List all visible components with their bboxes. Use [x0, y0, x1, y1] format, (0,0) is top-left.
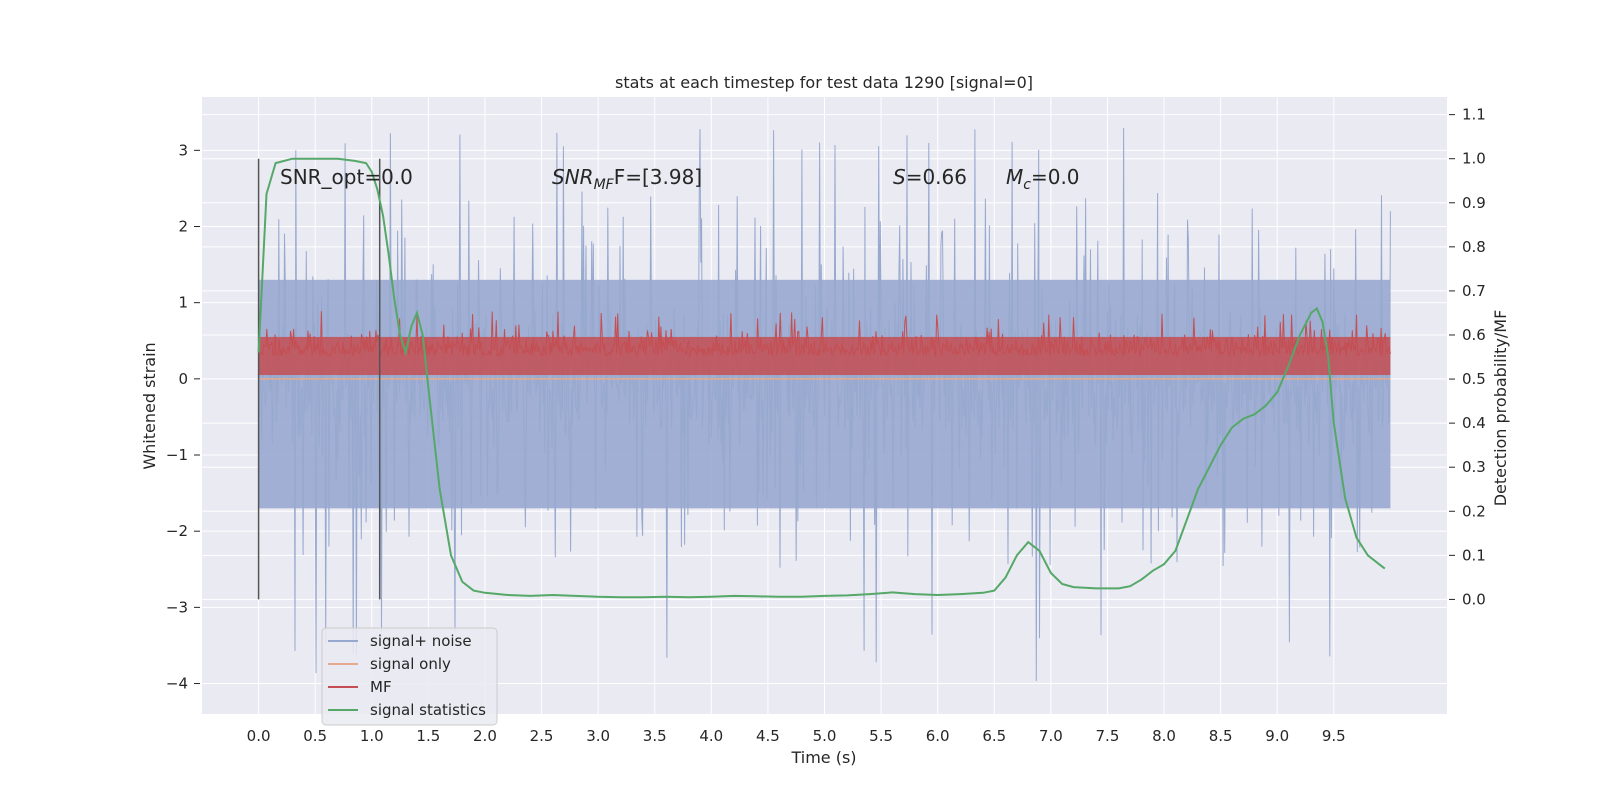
legend: signal+ noise signal only MF signal stat…: [321, 627, 498, 726]
x-tick-labels: 0.0 0.5 1.0 1.5 2.0 2.5 3.0 3.5 4.0 4.5 5.0 5.5 6.0 6…: [247, 727, 1346, 745]
y-right-tick-label: 0.3: [1462, 458, 1486, 476]
x-tick-label: 3.5: [643, 727, 667, 745]
y-right-tick-label: 0.5: [1462, 370, 1486, 388]
legend-label-mf: MF: [370, 678, 392, 696]
mf-series: [258, 311, 1391, 376]
annotation-mc-rest: =0.0: [1031, 165, 1080, 189]
x-tick-label: 9.5: [1322, 727, 1346, 745]
annotation-snr-mf-sub: MF: [594, 177, 615, 193]
x-tick-label: 2.5: [530, 727, 554, 745]
y-right-tick-label: 0.4: [1462, 414, 1486, 432]
x-tick-label: 9.0: [1265, 727, 1289, 745]
annotation-s-symbol: S: [893, 165, 906, 189]
x-tick-label: 7.5: [1096, 727, 1120, 745]
annotation-s: S=0.66: [893, 165, 967, 189]
legend-box: [321, 627, 498, 726]
x-tick-label: 5.5: [869, 727, 893, 745]
vertical-markers: [257, 158, 381, 600]
y-right-tick-label: 0.0: [1462, 590, 1486, 608]
x-tick-label: 1.5: [416, 727, 440, 745]
annotation-mc-symbol: M: [1006, 165, 1023, 189]
y-axis-label: Whitened strain: [140, 342, 159, 469]
annotation-mc: Mc=0.0: [1006, 165, 1080, 193]
annotation-snr-mf-rest: F=[3.98]: [614, 165, 702, 189]
annotation-mc-sub: c: [1023, 177, 1031, 193]
x-tick-label: 7.0: [1039, 727, 1063, 745]
y-right-tick-label: 0.7: [1462, 282, 1486, 300]
y-right-tick-label: 1.0: [1462, 150, 1486, 168]
y-tick-label: −4: [166, 675, 188, 693]
x-tick-label: 2.0: [473, 727, 497, 745]
signal-statistics-series: [257, 157, 1386, 599]
legend-label-signal-statistics: signal statistics: [370, 701, 486, 719]
y-right-tick-label: 1.1: [1462, 106, 1486, 124]
x-tick-label: 5.0: [813, 727, 837, 745]
annotation-s-rest: =0.66: [906, 165, 967, 189]
mf-band: [258, 336, 1391, 376]
x-tick-label: 8.0: [1152, 727, 1176, 745]
x-tick-label: 0.5: [303, 727, 327, 745]
legend-label-signal-only: signal only: [370, 655, 451, 673]
y-right-axis-label: Detection probability/MF: [1491, 310, 1510, 507]
y-tick-labels: 3 2 1 0 −1 −2 −3 −4: [166, 141, 200, 693]
y-right-tick-label: 0.2: [1462, 502, 1486, 520]
annotation-snr-mf-symbol: SNR: [552, 165, 594, 189]
legend-label-signal-noise: signal+ noise: [370, 632, 472, 650]
y-right-tick-label: 0.1: [1462, 546, 1486, 564]
x-tick-label: 6.0: [926, 727, 950, 745]
x-axis-label: Time (s): [790, 748, 856, 767]
annotation-snr-mf: SNRMFF=[3.98]: [552, 165, 702, 193]
y-right-tick-label: 0.9: [1462, 194, 1486, 212]
y-right-tick-label: 0.6: [1462, 326, 1486, 344]
x-tick-label: 8.5: [1209, 727, 1233, 745]
x-tick-label: 1.0: [360, 727, 384, 745]
y-tick-label: −2: [166, 522, 188, 540]
y-right-tick-label: 0.8: [1462, 238, 1486, 256]
x-tick-label: 6.5: [982, 727, 1006, 745]
y-tick-label: −1: [166, 446, 188, 464]
x-tick-label: 4.0: [699, 727, 723, 745]
signal-noise-series: [258, 127, 1391, 682]
y-tick-label: −3: [166, 598, 188, 616]
x-tick-label: 0.0: [247, 727, 271, 745]
signal-noise-line: [258, 127, 1391, 682]
y-tick-label: 2: [178, 217, 188, 235]
chart-title: stats at each timestep for test data 129…: [615, 73, 1033, 92]
y-right-tick-labels: 1.1 1.0 0.9 0.8 0.7 0.6 0.5 0.4 0.3 0.2 0.1 0.0: [1449, 106, 1486, 608]
y-tick-label: 1: [178, 294, 188, 312]
y-tick-label: 3: [178, 141, 188, 159]
mf-line: [258, 311, 1391, 358]
y-tick-label: 0: [178, 370, 188, 388]
x-tick-label: 4.5: [756, 727, 780, 745]
x-tick-label: 3.0: [586, 727, 610, 745]
annotation-snr-opt: SNR_opt=0.0: [280, 165, 413, 189]
